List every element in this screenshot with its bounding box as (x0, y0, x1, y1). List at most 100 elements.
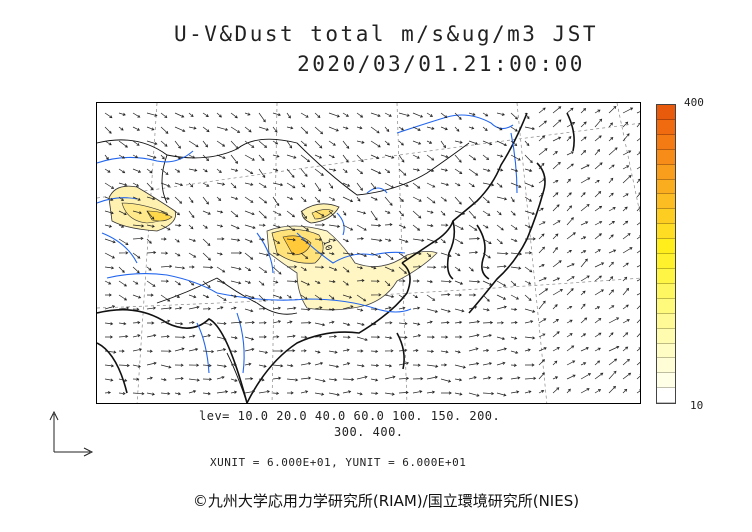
wind-arrow-icon (622, 287, 630, 296)
wind-arrow-icon (244, 362, 252, 366)
wind-arrow-icon (216, 252, 223, 256)
wind-arrow-icon (594, 179, 600, 184)
wind-arrow-icon (594, 332, 602, 338)
wind-arrow-icon (468, 112, 476, 116)
wind-arrow-icon (202, 224, 208, 229)
wind-arrow-icon (258, 168, 266, 178)
wind-arrow-icon (370, 252, 382, 258)
wind-arrow-icon (146, 349, 153, 353)
wind-arrow-icon (118, 154, 126, 159)
wind-arrow-icon (384, 238, 392, 242)
wind-arrow-icon (230, 320, 243, 324)
wind-arrow-icon (538, 264, 545, 268)
wind-arrow-icon (510, 294, 519, 300)
wind-arrow-icon (356, 375, 368, 380)
wind-arrow-icon (230, 154, 239, 164)
wind-arrow-icon (454, 280, 464, 285)
wind-arrow-icon (328, 266, 338, 271)
wind-arrow-icon (594, 148, 601, 156)
wind-arrow-icon (104, 322, 114, 326)
wind-arrow-icon (426, 265, 437, 269)
wind-arrow-icon (426, 320, 433, 324)
dust-map: 10 (97, 103, 640, 403)
wind-arrow-icon (384, 306, 392, 310)
wind-arrow-icon (356, 112, 364, 118)
wind-arrow-icon (174, 363, 184, 367)
wind-arrow-icon (342, 126, 349, 130)
wind-arrow-icon (356, 168, 364, 175)
wind-arrow-icon (552, 233, 559, 240)
wind-arrow-icon (580, 164, 590, 170)
wind-arrow-icon (174, 322, 184, 326)
wind-arrow-icon (216, 168, 222, 174)
wind-arrow-icon (496, 376, 503, 380)
wind-arrow-icon (412, 377, 424, 381)
wind-arrow-icon (412, 322, 421, 326)
wind-arrow-icon (384, 375, 396, 380)
wind-arrow-icon (286, 252, 296, 256)
wind-arrow-icon (230, 280, 242, 285)
wind-arrow-icon (146, 333, 157, 338)
wind-arrow-icon (384, 294, 395, 299)
wind-arrow-icon (230, 266, 242, 271)
wind-arrow-icon (496, 196, 508, 201)
wind-arrow-icon (496, 361, 506, 366)
wind-arrow-icon (356, 196, 361, 202)
wind-arrow-icon (258, 112, 266, 123)
wind-arrow-icon (580, 192, 586, 198)
wind-arrow-icon (412, 182, 421, 189)
wind-arrow-icon (510, 126, 518, 132)
wind-arrow-icon (622, 358, 630, 366)
wind-arrow-icon (482, 196, 490, 204)
wind-arrow-icon (524, 237, 536, 241)
dust-plumes (108, 185, 438, 311)
wind-arrow-icon (426, 280, 433, 284)
wind-arrow-icon (622, 233, 631, 240)
wind-arrow-icon (370, 279, 380, 283)
wind-arrow-icon (104, 280, 112, 285)
wind-arrow-icon (147, 321, 155, 325)
wind-arrow-icon (188, 347, 199, 352)
wind-arrow-icon (286, 378, 299, 382)
wind-arrow-icon (426, 375, 438, 380)
wind-arrow-icon (118, 391, 126, 396)
wind-arrow-icon (384, 182, 395, 189)
wind-arrow-icon (272, 266, 282, 275)
wind-arrow-icon (174, 210, 181, 216)
wind-arrow-icon (160, 334, 170, 339)
wind-arrow-icon (524, 320, 534, 324)
wind-arrow-icon (636, 361, 640, 366)
wind-arrow-icon (510, 168, 519, 173)
wind-arrow-icon (146, 266, 152, 271)
wind-arrow-icon (314, 378, 326, 383)
wind-arrow-icon (244, 280, 252, 284)
wind-arrow-icon (370, 335, 381, 339)
wind-arrow-icon (426, 349, 435, 353)
wind-arrow-icon (356, 182, 363, 191)
wind-arrow-icon (440, 210, 446, 216)
wind-arrow-icon (482, 252, 491, 259)
wind-arrow-icon (272, 126, 278, 133)
wind-arrow-icon (356, 322, 365, 326)
wind-arrow-icon (594, 389, 602, 394)
wind-arrow-icon (300, 361, 312, 366)
wind-arrow-icon (216, 182, 226, 186)
wind-arrow-icon (272, 154, 280, 158)
wind-arrow-icon (160, 210, 169, 216)
wind-arrow-icon (202, 210, 211, 215)
wind-arrow-icon (146, 280, 156, 287)
wind-arrow-icon (105, 335, 113, 339)
colorbar-segment (657, 388, 675, 404)
wind-arrow-icon (384, 168, 391, 174)
colorbar-segment (657, 343, 675, 359)
wind-arrow-icon (636, 265, 640, 268)
wind-arrow-icon (146, 238, 152, 244)
wind-arrow-icon (174, 182, 184, 187)
wind-arrow-icon (426, 154, 435, 161)
wind-arrow-icon (636, 319, 640, 324)
wind-arrow-icon (160, 378, 167, 382)
wind-arrow-icon (174, 252, 181, 257)
wind-arrow-icon (174, 223, 182, 227)
wind-arrow-icon (104, 182, 115, 189)
wind-arrow-icon (188, 280, 195, 286)
